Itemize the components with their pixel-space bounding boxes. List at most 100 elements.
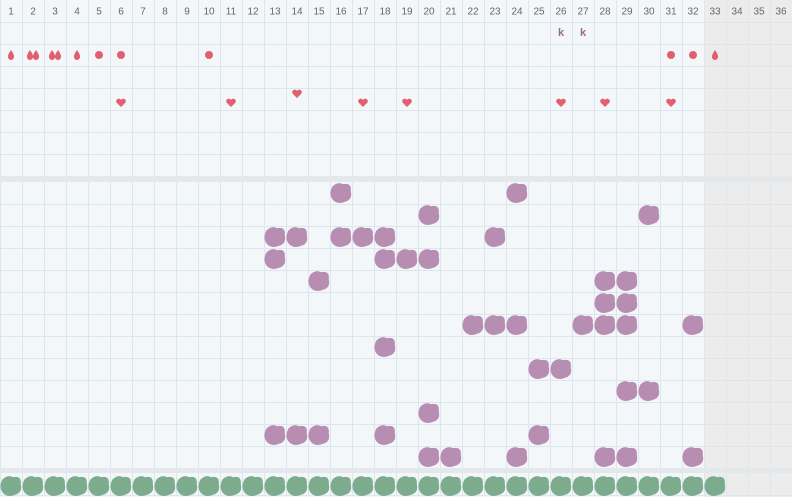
green-blob bbox=[198, 476, 220, 497]
day-number: 6 bbox=[118, 7, 124, 18]
green-blob bbox=[66, 476, 88, 497]
purple-blob bbox=[682, 315, 704, 336]
day-number: 23 bbox=[489, 7, 501, 18]
dot-icon bbox=[117, 51, 125, 59]
heart-icon bbox=[226, 98, 236, 107]
purple-blob bbox=[308, 425, 330, 446]
green-blob bbox=[638, 476, 660, 497]
day-number: 24 bbox=[511, 7, 523, 18]
purple-blob bbox=[484, 315, 506, 336]
k-label: k bbox=[558, 27, 565, 39]
day-number: 32 bbox=[687, 7, 699, 18]
green-blob bbox=[154, 476, 176, 497]
day-number: 25 bbox=[533, 7, 545, 18]
purple-blob bbox=[418, 403, 440, 424]
day-number: 33 bbox=[709, 7, 721, 18]
day-number: 19 bbox=[401, 7, 413, 18]
purple-blob bbox=[418, 205, 440, 226]
purple-blob bbox=[528, 425, 550, 446]
dot-icon bbox=[205, 51, 213, 59]
purple-blob bbox=[594, 315, 616, 336]
green-blob bbox=[22, 476, 44, 497]
day-number: 29 bbox=[621, 7, 633, 18]
day-number: 18 bbox=[379, 7, 391, 18]
day-number: 27 bbox=[577, 7, 589, 18]
purple-blob bbox=[264, 249, 286, 270]
green-blob bbox=[176, 476, 198, 497]
purple-blob bbox=[352, 227, 374, 248]
green-blob bbox=[572, 476, 594, 497]
purple-blob bbox=[264, 227, 286, 248]
green-blob bbox=[286, 476, 308, 497]
purple-blob bbox=[594, 447, 616, 468]
purple-blob bbox=[462, 315, 484, 336]
purple-blob bbox=[682, 447, 704, 468]
day-number: 9 bbox=[184, 7, 190, 18]
drop-icon bbox=[73, 50, 81, 60]
green-blob bbox=[418, 476, 440, 497]
green-blob bbox=[242, 476, 264, 497]
day-number: 12 bbox=[247, 7, 259, 18]
drop-icon bbox=[54, 50, 62, 60]
purple-blob bbox=[506, 447, 528, 468]
purple-blob bbox=[506, 183, 528, 204]
purple-blob bbox=[616, 447, 638, 468]
day-number: 1 bbox=[8, 7, 14, 18]
green-blob bbox=[528, 476, 550, 497]
purple-blob bbox=[374, 249, 396, 270]
purple-blob bbox=[638, 205, 660, 226]
green-blob bbox=[44, 476, 66, 497]
drop-icon bbox=[48, 50, 56, 60]
green-blob bbox=[484, 476, 506, 497]
purple-blob bbox=[374, 425, 396, 446]
green-blob bbox=[264, 476, 286, 497]
heart-icon bbox=[358, 98, 368, 107]
green-blob bbox=[616, 476, 638, 497]
green-blob bbox=[374, 476, 396, 497]
green-blob bbox=[110, 476, 132, 497]
green-blob bbox=[88, 476, 110, 497]
day-number: 13 bbox=[269, 7, 281, 18]
purple-blob bbox=[528, 359, 550, 380]
heart-icon bbox=[402, 98, 412, 107]
day-number: 20 bbox=[423, 7, 435, 18]
dot-icon bbox=[667, 51, 675, 59]
day-number: 11 bbox=[226, 7, 237, 18]
dot-icon bbox=[689, 51, 697, 59]
green-blob bbox=[440, 476, 462, 497]
day-number: 21 bbox=[445, 7, 457, 18]
green-blob bbox=[550, 476, 572, 497]
day-number: 3 bbox=[52, 7, 58, 18]
purple-blob bbox=[440, 447, 462, 468]
purple-blob bbox=[418, 249, 440, 270]
heart-icon bbox=[600, 98, 610, 107]
drop-icon bbox=[711, 50, 719, 60]
purple-blob bbox=[550, 359, 572, 380]
green-blob bbox=[0, 476, 22, 497]
day-number: 16 bbox=[335, 7, 347, 18]
green-blob bbox=[396, 476, 418, 497]
green-blob bbox=[594, 476, 616, 497]
day-number: 5 bbox=[96, 7, 102, 18]
purple-blob bbox=[330, 227, 352, 248]
day-number: 8 bbox=[162, 7, 168, 18]
day-number: 17 bbox=[357, 7, 369, 18]
drop-icon bbox=[26, 50, 34, 60]
heart-icon bbox=[666, 98, 676, 107]
purple-blob bbox=[374, 227, 396, 248]
green-blob bbox=[132, 476, 154, 497]
day-number: 22 bbox=[467, 7, 479, 18]
purple-blob bbox=[418, 447, 440, 468]
purple-blob bbox=[374, 337, 396, 358]
day-number: 31 bbox=[665, 7, 677, 18]
green-blob bbox=[660, 476, 682, 497]
heart-icon bbox=[116, 98, 126, 107]
heart-icon bbox=[292, 89, 302, 98]
green-blob bbox=[220, 476, 242, 497]
green-blob bbox=[308, 476, 330, 497]
purple-blob bbox=[286, 425, 308, 446]
day-number: 26 bbox=[555, 7, 567, 18]
purple-blob bbox=[484, 227, 506, 248]
day-number: 28 bbox=[599, 7, 611, 18]
green-blob bbox=[462, 476, 484, 497]
